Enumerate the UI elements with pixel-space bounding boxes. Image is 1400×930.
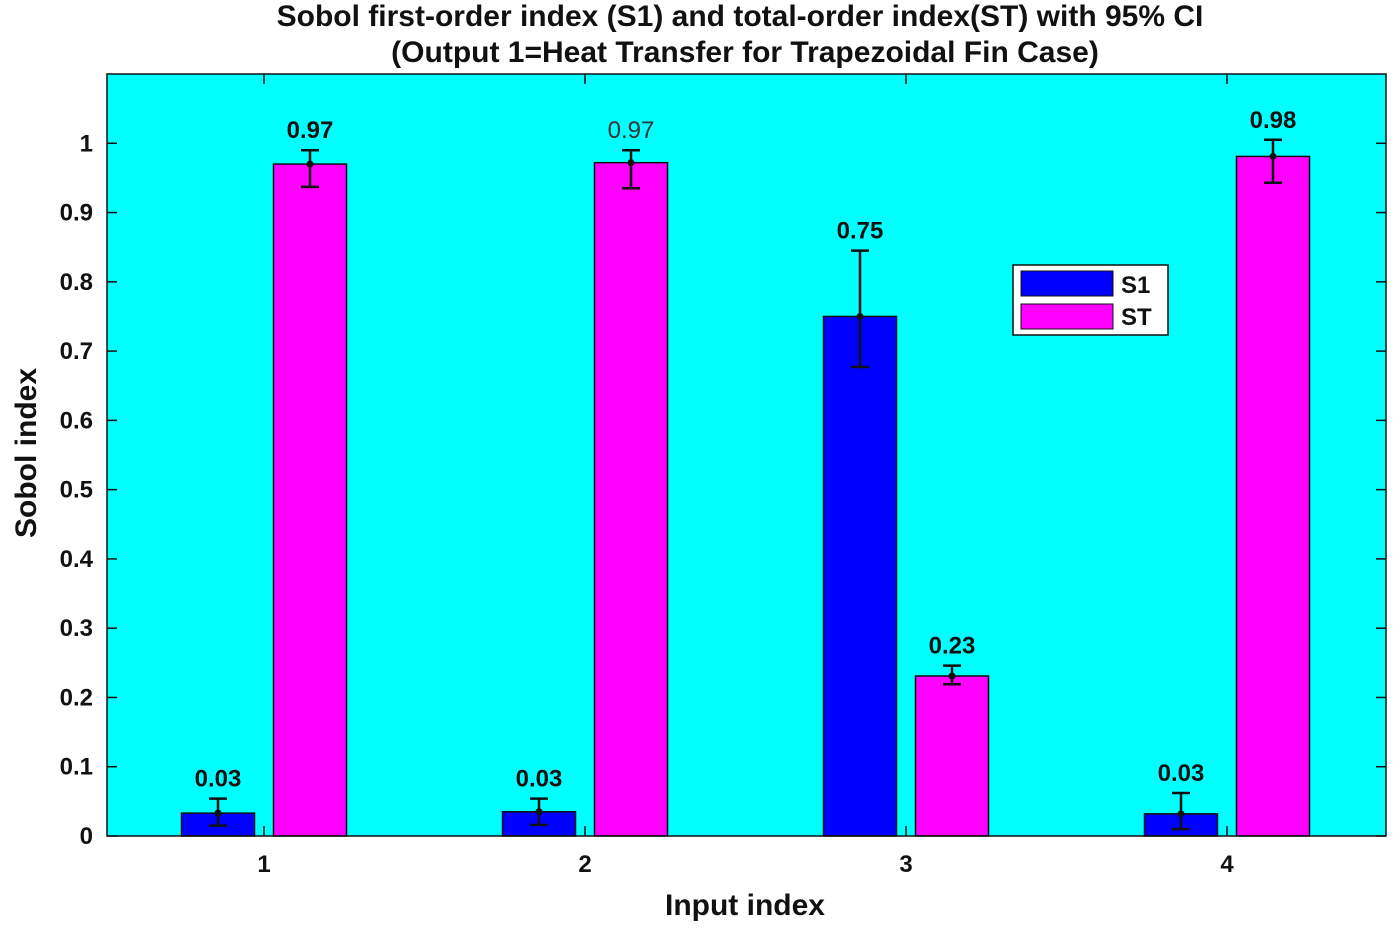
bar-st-3 [914,675,990,837]
x-tick-label-1: 1 [257,851,270,878]
x-tick-label-2: 2 [578,851,591,878]
data-label-st-3: 0.23 [929,633,976,660]
data-label-s1-2: 0.03 [516,766,563,793]
x-tick-label-3: 3 [899,851,912,878]
plot-frame [106,73,1387,837]
errorbar-point-s1-3 [856,312,864,320]
errorbar-point-st-4 [1269,152,1277,160]
y-tick-label-0: 0 [80,823,93,850]
errorbar-point-s1-4 [1177,810,1185,818]
data-label-st-4: 0.98 [1250,107,1297,134]
bar-s1-3 [822,315,898,837]
y-tick-label-8: 0.8 [60,269,93,296]
y-tick-label-2: 0.2 [60,684,93,711]
data-label-s1-1: 0.03 [195,766,242,793]
y-tick-label-7: 0.7 [60,338,93,365]
data-label-st-2: 0.97 [608,117,655,144]
bar-st-4 [1235,155,1311,837]
labels-layer: 0.03 0.03 0.75 0.03 0.97 0.97 0.23 0.98 0 0.1 0.2 0… [60,107,1297,878]
y-tick-label-6: 0.6 [60,407,93,434]
data-label-s1-4: 0.03 [1158,760,1205,787]
axes-layer [106,73,1387,837]
x-tick-label-4: 4 [1220,851,1234,878]
legend-label-st: ST [1121,304,1152,331]
y-tick-label-3: 0.3 [60,615,93,642]
errorbar-point-s1-2 [535,808,543,816]
data-label-st-1: 0.97 [287,117,334,144]
y-tick-label-4: 0.4 [60,546,94,573]
legend-label-s1: S1 [1121,272,1150,299]
data-label-s1-3: 0.75 [837,218,884,245]
x-axis-label: Input index [665,889,825,922]
y-tick-label-10: 1 [80,130,93,157]
y-tick-label-1: 0.1 [60,754,93,781]
errorbar-point-st-2 [627,159,635,167]
legend-swatch-st [1020,303,1114,330]
chart-subtitle: (Output 1=Heat Transfer for Trapezoidal … [391,36,1099,69]
errorbar-point-st-1 [306,160,314,168]
y-tick-label-9: 0.9 [60,200,93,227]
legend: S1 ST [1012,264,1169,336]
errorbar-point-s1-1 [214,809,222,817]
errorbar-point-st-3 [948,672,956,680]
y-axis-label: Sobol index [10,368,43,538]
chart-title: Sobol first-order index (S1) and total-o… [277,0,1204,33]
y-tick-label-5: 0.5 [60,477,93,504]
legend-swatch-s1 [1020,270,1114,297]
bar-st-1 [272,163,348,837]
bars-layer [180,138,1311,837]
bar-st-2 [593,161,669,837]
